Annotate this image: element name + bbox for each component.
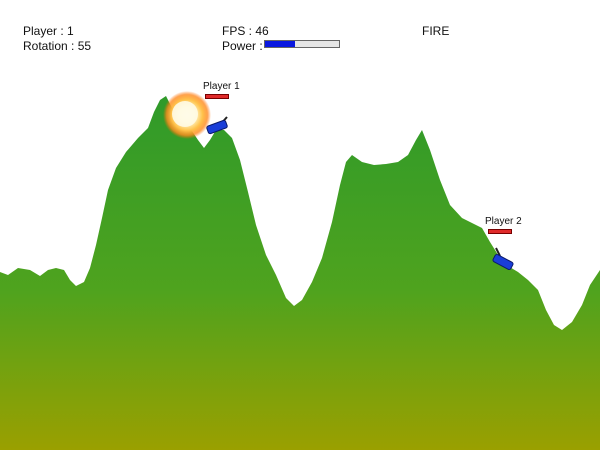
player-2-barrel: [495, 247, 501, 257]
terrain-hills: [0, 96, 600, 450]
player-2-tank[interactable]: [492, 247, 514, 271]
power-label: Power :: [222, 39, 263, 53]
player-1-health-bar: [205, 94, 229, 99]
power-meter[interactable]: [264, 40, 340, 48]
current-player-label: Player : 1: [23, 24, 74, 38]
tank-icon: [492, 253, 514, 271]
fire-button[interactable]: FIRE: [422, 24, 450, 38]
rotation-label: Rotation : 55: [23, 39, 92, 53]
power-meter-fill: [265, 41, 295, 47]
explosion-icon: [163, 91, 211, 139]
player-2-health-fill: [489, 230, 511, 233]
player-2-health-bar: [488, 229, 512, 234]
player-1-tank[interactable]: [206, 116, 228, 135]
fps-counter: FPS : 46: [222, 24, 269, 38]
player-1-health-fill: [206, 95, 228, 98]
player-2-name: Player 2: [485, 216, 522, 227]
player-1-name: Player 1: [203, 81, 240, 92]
tank-icon: [206, 119, 228, 135]
